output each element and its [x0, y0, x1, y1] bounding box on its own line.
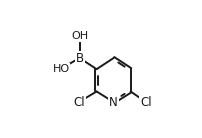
- Text: HO: HO: [53, 64, 69, 74]
- Text: B: B: [76, 51, 84, 64]
- Text: OH: OH: [71, 31, 88, 41]
- Text: Cl: Cl: [73, 96, 85, 109]
- Text: N: N: [109, 96, 118, 109]
- Text: Cl: Cl: [140, 96, 152, 109]
